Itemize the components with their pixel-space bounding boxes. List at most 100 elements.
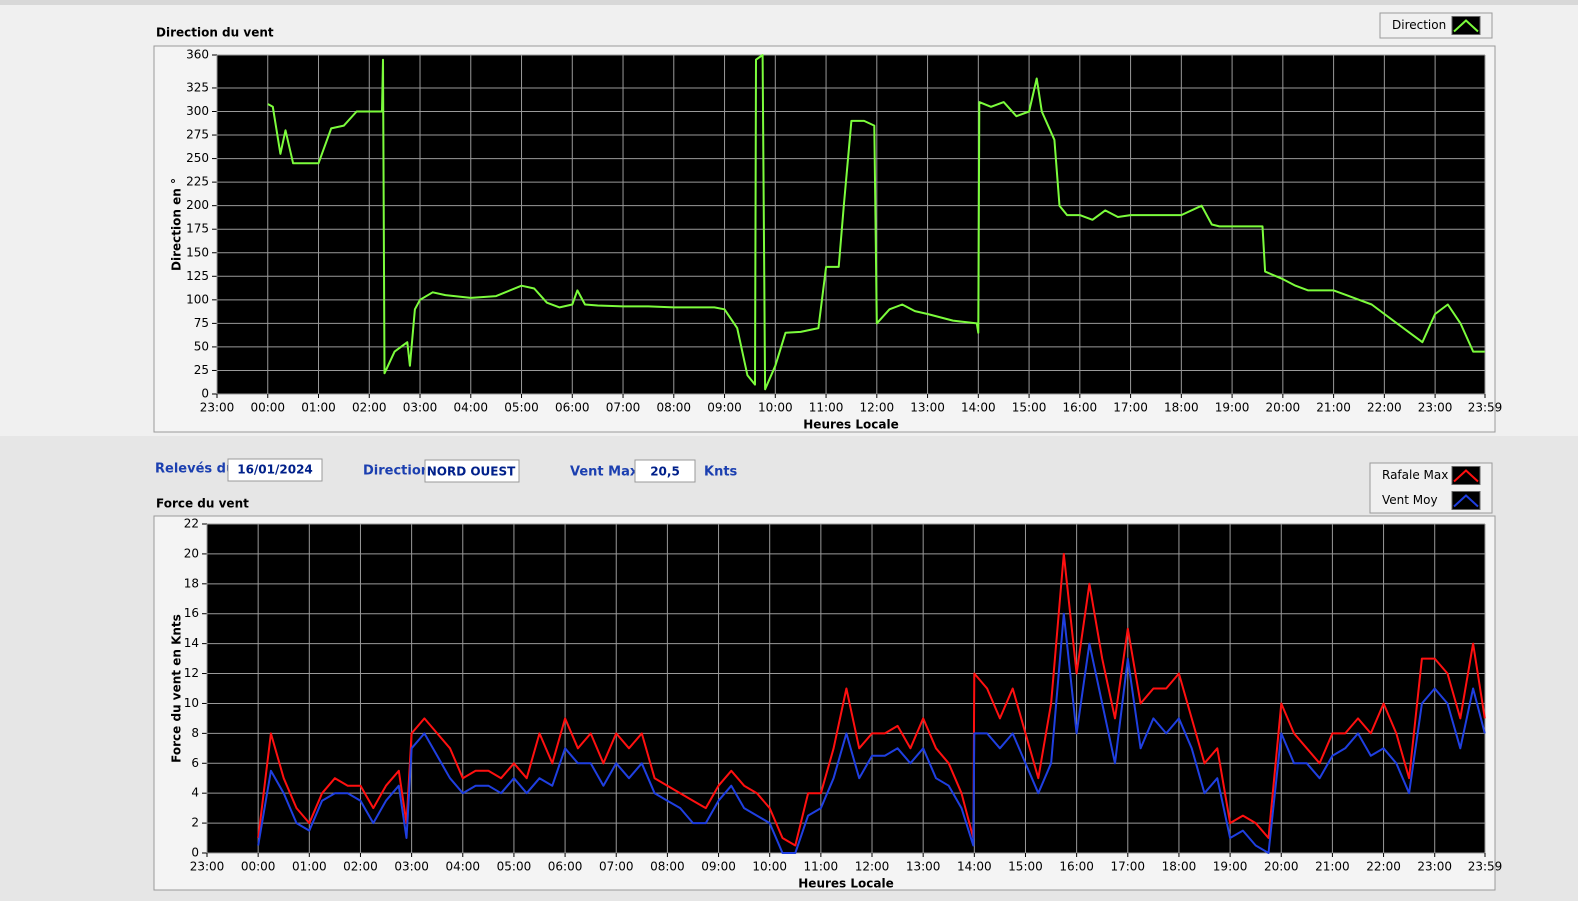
x-axis-label: Heures Locale	[798, 877, 893, 891]
y-tick-label: 10	[184, 696, 199, 710]
x-tick-label: 13:00	[906, 860, 941, 874]
y-tick-label: 6	[191, 756, 199, 770]
x-tick-label: 12:00	[860, 401, 895, 415]
x-tick-label: 10:00	[758, 401, 793, 415]
x-tick-label: 10:00	[752, 860, 787, 874]
x-tick-label: 07:00	[599, 860, 634, 874]
x-tick-label: 20:00	[1266, 401, 1301, 415]
x-tick-label: 04:00	[453, 401, 488, 415]
y-tick-label: 225	[186, 175, 209, 189]
y-tick-label: 25	[194, 363, 209, 377]
x-tick-label: 00:00	[241, 860, 276, 874]
x-tick-label: 07:00	[606, 401, 641, 415]
y-tick-label: 2	[191, 816, 199, 830]
vent-max-field[interactable]	[634, 459, 696, 483]
x-tick-label: 09:00	[707, 401, 742, 415]
x-tick-label: 19:00	[1213, 860, 1248, 874]
x-tick-label: 11:00	[809, 401, 844, 415]
y-tick-label: 50	[194, 339, 209, 353]
x-tick-label: 18:00	[1162, 860, 1197, 874]
x-tick-label: 17:00	[1110, 860, 1145, 874]
y-tick-label: 12	[184, 666, 199, 680]
series-line	[267, 54, 1485, 391]
x-axis-label: Heures Locale	[803, 418, 898, 432]
x-tick-label: 23:59	[1468, 401, 1503, 415]
chart-title: Direction du vent	[156, 26, 274, 40]
top-edge	[0, 0, 1578, 5]
date-label: Relevés du	[155, 462, 235, 477]
series-line	[257, 552, 1486, 847]
direction-label: Direction	[363, 464, 430, 479]
x-tick-label: 00:00	[250, 401, 285, 415]
x-tick-label: 12:00	[855, 860, 890, 874]
x-tick-label: 08:00	[650, 860, 685, 874]
y-axis-label: Force du vent en Knts	[170, 614, 184, 763]
unit-label: Knts	[704, 465, 738, 480]
y-tick-label: 18	[184, 576, 199, 590]
y-tick-label: 300	[186, 104, 209, 118]
x-tick-label: 02:00	[352, 401, 387, 415]
x-tick-label: 16:00	[1059, 860, 1094, 874]
x-tick-label: 06:00	[548, 860, 583, 874]
direction-value: NORD OUEST	[427, 465, 516, 479]
y-tick-label: 22	[184, 517, 199, 531]
vent-max-value: 20,5	[650, 465, 680, 479]
y-tick-label: 14	[184, 636, 199, 650]
x-tick-label: 18:00	[1164, 401, 1199, 415]
x-tick-label: 19:00	[1215, 401, 1250, 415]
y-axis-label: Direction en °	[170, 178, 184, 271]
y-tick-label: 360	[186, 48, 209, 62]
x-tick-label: 15:00	[1008, 860, 1043, 874]
x-tick-label: 23:59	[1468, 860, 1503, 874]
x-tick-label: 22:00	[1366, 860, 1401, 874]
y-tick-label: 175	[186, 222, 209, 236]
x-tick-label: 16:00	[1063, 401, 1098, 415]
chart-title: Force du vent	[156, 497, 249, 511]
y-tick-label: 325	[186, 80, 209, 94]
x-tick-label: 05:00	[504, 401, 539, 415]
y-tick-label: 275	[186, 128, 209, 142]
direction-field[interactable]	[424, 459, 520, 483]
x-tick-label: 23:00	[200, 401, 235, 415]
x-tick-label: 14:00	[957, 860, 992, 874]
x-tick-label: 15:00	[1012, 401, 1047, 415]
y-tick-label: 20	[184, 546, 199, 560]
x-tick-label: 03:00	[403, 401, 438, 415]
x-tick-label: 08:00	[656, 401, 691, 415]
x-tick-label: 17:00	[1113, 401, 1148, 415]
y-tick-label: 150	[186, 245, 209, 259]
x-tick-label: 14:00	[961, 401, 996, 415]
y-tick-label: 125	[186, 269, 209, 283]
x-tick-label: 21:00	[1315, 860, 1350, 874]
y-tick-label: 0	[191, 846, 199, 860]
x-tick-label: 23:00	[1417, 860, 1452, 874]
x-tick-label: 05:00	[497, 860, 532, 874]
date-value: 16/01/2024	[237, 463, 313, 477]
x-tick-label: 23:00	[1418, 401, 1453, 415]
y-tick-label: 8	[191, 726, 199, 740]
x-tick-label: 21:00	[1316, 401, 1351, 415]
legend-icon	[1453, 469, 1479, 483]
legend-swatch	[1451, 491, 1481, 510]
x-tick-label: 20:00	[1264, 860, 1299, 874]
x-tick-label: 09:00	[701, 860, 736, 874]
legend-label: Direction	[1392, 18, 1446, 32]
x-tick-label: 01:00	[301, 401, 336, 415]
y-tick-label: 4	[191, 786, 199, 800]
legend-label: Vent Moy	[1382, 493, 1438, 507]
x-tick-label: 01:00	[292, 860, 327, 874]
x-tick-label: 22:00	[1367, 401, 1402, 415]
y-tick-label: 16	[184, 606, 199, 620]
y-tick-label: 0	[201, 387, 209, 401]
vent-max-label: Vent Max	[570, 465, 639, 480]
date-field[interactable]	[227, 458, 323, 482]
x-tick-label: 23:00	[190, 860, 225, 874]
x-tick-label: 02:00	[343, 860, 378, 874]
legend-swatch	[1451, 466, 1481, 485]
y-tick-label: 250	[186, 151, 209, 165]
x-tick-label: 06:00	[555, 401, 590, 415]
x-tick-label: 11:00	[804, 860, 839, 874]
legend-icon	[1453, 494, 1479, 508]
legend-icon	[1453, 19, 1479, 33]
